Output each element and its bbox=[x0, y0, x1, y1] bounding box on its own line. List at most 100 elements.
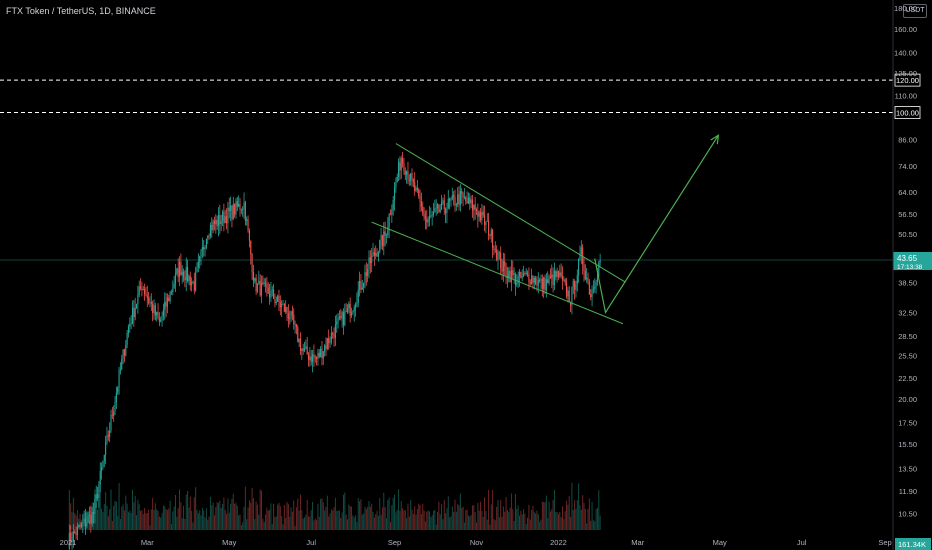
volume-bar bbox=[532, 505, 534, 530]
volume-bar bbox=[588, 498, 590, 530]
volume-bar bbox=[297, 498, 299, 530]
volume-bar bbox=[473, 505, 475, 530]
candle-body bbox=[555, 271, 557, 278]
volume-bar bbox=[352, 515, 354, 530]
candle-body bbox=[465, 197, 467, 201]
volume-bar bbox=[387, 500, 389, 530]
volume-bar bbox=[74, 513, 76, 530]
volume-bar bbox=[381, 507, 383, 530]
volume-bar bbox=[344, 492, 346, 530]
volume-bar bbox=[226, 513, 228, 530]
volume-bar bbox=[118, 482, 120, 530]
candle-body bbox=[453, 195, 455, 197]
volume-bar bbox=[402, 508, 404, 530]
candle-body bbox=[496, 249, 498, 260]
volume-bar bbox=[258, 514, 260, 530]
candle-body bbox=[238, 204, 240, 207]
volume-bar bbox=[544, 502, 546, 530]
volume-bar bbox=[138, 504, 140, 530]
candle-body bbox=[211, 224, 213, 231]
volume-bar bbox=[535, 513, 537, 530]
volume-bar bbox=[137, 499, 139, 530]
candle-body bbox=[98, 484, 100, 499]
candle-body bbox=[402, 158, 404, 164]
candle-body bbox=[162, 309, 164, 317]
candle-body bbox=[90, 514, 92, 524]
candle-body bbox=[549, 276, 551, 278]
volume-bar bbox=[351, 506, 353, 530]
candle-body bbox=[87, 515, 89, 523]
candle-body bbox=[107, 435, 109, 437]
candle-body bbox=[461, 191, 463, 194]
candle-body bbox=[389, 214, 392, 216]
volume-bar bbox=[76, 510, 78, 530]
y-tick-label: 15.50 bbox=[898, 440, 917, 449]
candle-body bbox=[469, 197, 471, 204]
candle-body bbox=[587, 277, 589, 282]
candle-body bbox=[219, 214, 221, 225]
candle-body bbox=[79, 525, 81, 528]
volume-bar bbox=[271, 524, 273, 530]
y-tick-label: 28.50 bbox=[898, 332, 917, 341]
candle-body bbox=[244, 202, 246, 221]
y-tick-label: 10.50 bbox=[898, 509, 917, 518]
volume-bar bbox=[134, 495, 136, 530]
candle-body bbox=[435, 207, 437, 209]
volume-bar bbox=[559, 511, 561, 530]
volume-bar bbox=[113, 505, 115, 530]
candle-body bbox=[156, 312, 158, 316]
volume-bar bbox=[556, 511, 558, 530]
candle-body bbox=[201, 247, 203, 251]
volume-bar bbox=[267, 510, 269, 530]
candle-body bbox=[363, 283, 365, 288]
candle-body bbox=[250, 240, 252, 255]
candle-body bbox=[346, 308, 349, 313]
volume-bar bbox=[169, 500, 171, 530]
volume-bar bbox=[399, 510, 401, 530]
volume-bar bbox=[388, 497, 390, 530]
volume-bar bbox=[451, 506, 453, 530]
y-tick-label: 13.50 bbox=[898, 465, 917, 474]
volume-bar bbox=[161, 512, 163, 530]
volume-bar bbox=[500, 500, 502, 530]
volume-bar bbox=[416, 509, 418, 530]
volume-bar bbox=[501, 516, 503, 530]
volume-bar bbox=[466, 509, 468, 530]
volume-bar bbox=[539, 521, 541, 530]
volume-bar bbox=[99, 490, 101, 530]
candle-body bbox=[248, 230, 250, 241]
candle-body bbox=[234, 204, 236, 215]
candle-body bbox=[353, 307, 355, 312]
candle-body bbox=[196, 267, 198, 273]
candle-body bbox=[140, 286, 142, 289]
candle-body bbox=[187, 267, 189, 282]
volume-bar bbox=[517, 505, 519, 530]
volume-bar bbox=[321, 498, 323, 530]
volume-bar bbox=[115, 501, 117, 530]
volume-bar bbox=[489, 524, 491, 530]
volume-bar bbox=[301, 510, 303, 530]
candle-body bbox=[236, 201, 238, 207]
volume-bar bbox=[283, 504, 285, 530]
candle-body bbox=[559, 272, 561, 277]
candle-body bbox=[579, 254, 581, 259]
volume-bar bbox=[547, 518, 549, 530]
candle-body bbox=[212, 221, 214, 231]
volume-bar bbox=[204, 517, 206, 530]
volume-bar bbox=[97, 509, 99, 530]
volume-bar bbox=[185, 494, 187, 530]
volume-bar bbox=[340, 517, 342, 530]
candle-body bbox=[131, 307, 134, 324]
volume-bar bbox=[110, 489, 112, 530]
candle-body bbox=[129, 323, 131, 327]
volume-bar bbox=[536, 510, 538, 530]
volume-bar bbox=[553, 489, 555, 530]
candle-body bbox=[134, 307, 136, 318]
candle-body bbox=[418, 189, 420, 196]
volume-bar bbox=[125, 495, 127, 530]
volume-bar bbox=[261, 490, 262, 530]
volume-bar bbox=[247, 507, 249, 530]
candle-body bbox=[564, 279, 566, 284]
